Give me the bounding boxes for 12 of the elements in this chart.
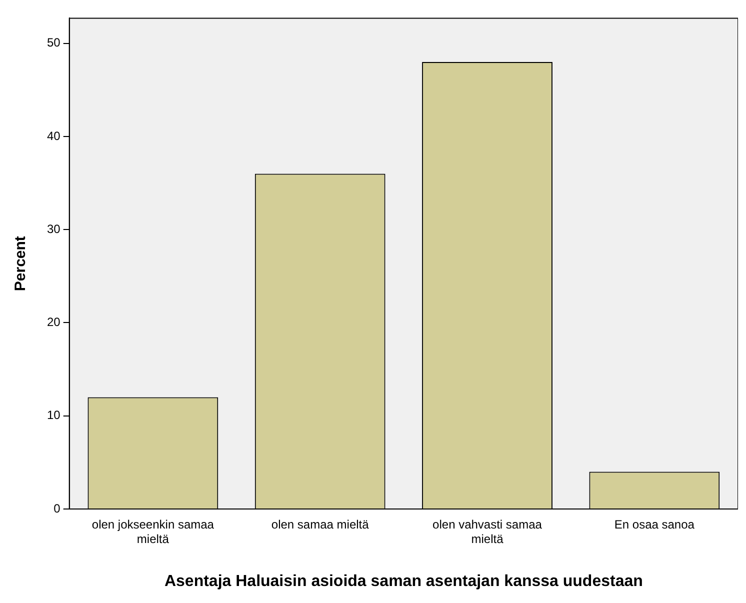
y-tick-label: 30: [46, 222, 61, 236]
y-tick-label: 20: [46, 315, 61, 330]
x-axis-title: Asentaja Haluaisin asioida saman asentajan kanssa uudestaan: [164, 572, 643, 590]
x-tick-label: olen samaa mieltä: [271, 518, 370, 532]
x-tick-label: olen vahvasti samaa mieltä: [432, 518, 542, 546]
y-tick-label: 0: [54, 501, 61, 516]
x-tick-label: olen jokseenkin samaa mieltä: [92, 518, 214, 546]
x-tick-label: En osaa sanoa: [614, 518, 695, 532]
y-tick-label: 50: [46, 36, 61, 50]
y-axis-title: Percent: [12, 236, 30, 292]
y-tick-label: 10: [46, 408, 61, 422]
y-tick-label: 40: [46, 128, 61, 143]
